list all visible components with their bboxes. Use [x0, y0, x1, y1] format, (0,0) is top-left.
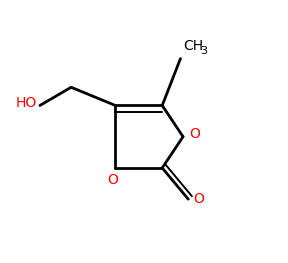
Text: 3: 3 [200, 46, 207, 56]
Text: HO: HO [16, 96, 37, 110]
Text: O: O [107, 173, 118, 187]
Text: O: O [194, 192, 204, 206]
Text: CH: CH [183, 39, 203, 53]
Text: O: O [190, 127, 200, 141]
